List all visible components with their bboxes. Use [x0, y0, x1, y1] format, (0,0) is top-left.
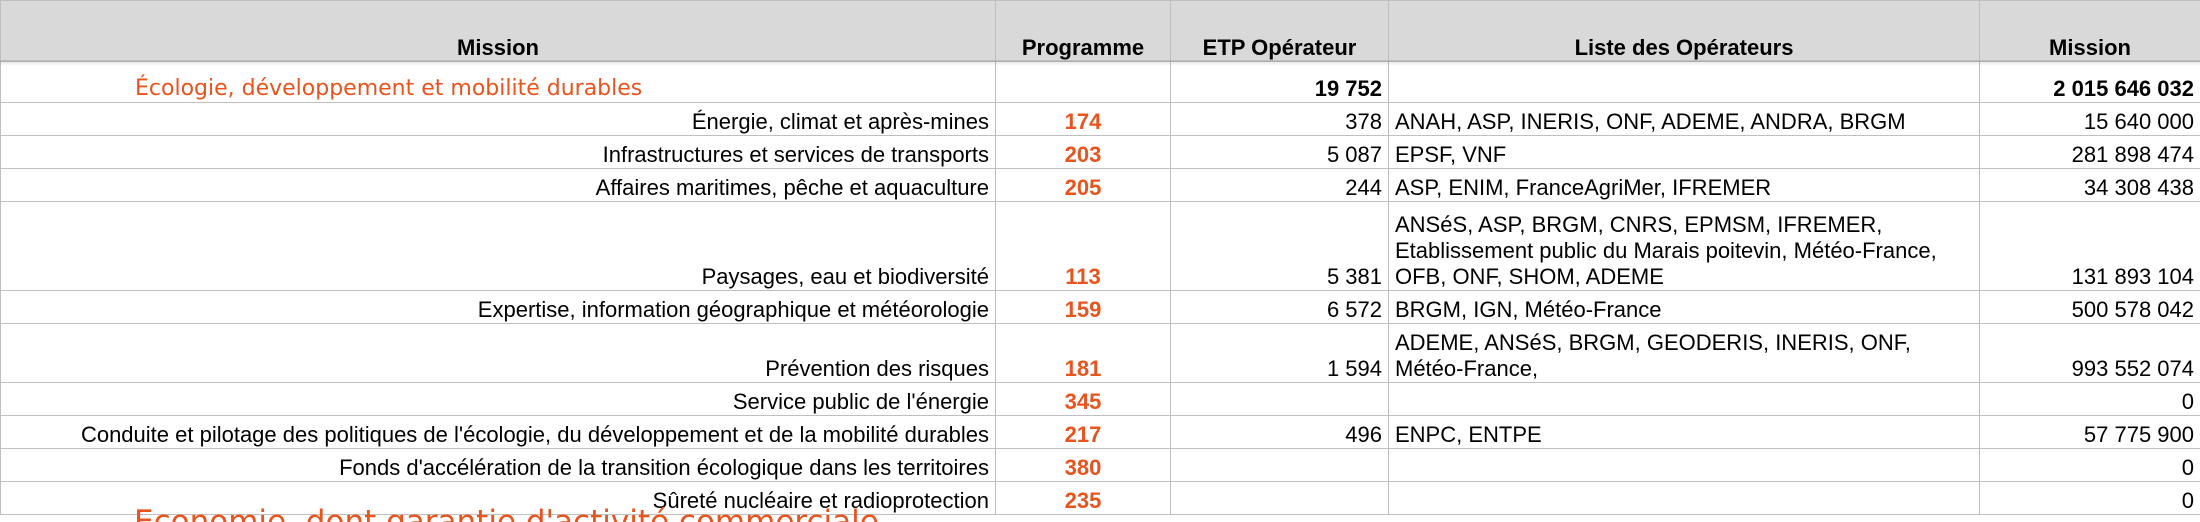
row-programme[interactable]: 203 — [995, 135, 1171, 169]
row-amount[interactable]: 34 308 438 — [1979, 168, 2200, 202]
row-label[interactable]: Expertise, information géographique et m… — [0, 290, 996, 324]
row-programme[interactable]: 174 — [995, 102, 1171, 136]
row-operators[interactable] — [1388, 382, 1980, 416]
section-ops-cell[interactable] — [1388, 61, 1980, 103]
table-row: Prévention des risques 181 1 594 ADEME, … — [0, 323, 2200, 383]
row-programme[interactable]: 217 — [995, 415, 1171, 449]
row-label[interactable]: Sûreté nucléaire et radioprotection — [0, 481, 996, 515]
section-programme-cell[interactable] — [995, 61, 1171, 103]
row-label[interactable]: Affaires maritimes, pêche et aquaculture — [0, 168, 996, 202]
row-etp[interactable] — [1170, 481, 1389, 515]
row-label[interactable]: Énergie, climat et après-mines — [0, 102, 996, 136]
row-operators[interactable]: BRGM, IGN, Météo-France — [1388, 290, 1980, 324]
header-liste[interactable]: Liste des Opérateurs — [1388, 0, 1980, 62]
row-programme[interactable]: 113 — [995, 201, 1171, 291]
row-etp[interactable] — [1170, 382, 1389, 416]
section-title[interactable]: Écologie, développement et mobilité dura… — [0, 61, 996, 103]
row-operators[interactable] — [1388, 481, 1980, 515]
row-operators[interactable]: ADEME, ANSéS, BRGM, GEODERIS, INERIS, ON… — [1388, 323, 1980, 383]
row-programme[interactable]: 235 — [995, 481, 1171, 515]
table-row: Service public de l'énergie 345 0 — [0, 382, 2200, 416]
row-etp[interactable]: 244 — [1170, 168, 1389, 202]
row-amount[interactable]: 0 — [1979, 481, 2200, 515]
row-etp[interactable]: 5 381 — [1170, 201, 1389, 291]
table-row: Énergie, climat et après-mines 174 378 A… — [0, 102, 2200, 136]
table-row: Infrastructures et services de transport… — [0, 135, 2200, 169]
row-amount[interactable]: 0 — [1979, 382, 2200, 416]
row-label[interactable]: Paysages, eau et biodiversité — [0, 201, 996, 291]
row-etp[interactable]: 6 572 — [1170, 290, 1389, 324]
section-etp-total[interactable]: 19 752 — [1170, 61, 1389, 103]
row-label[interactable]: Prévention des risques — [0, 323, 996, 383]
row-label[interactable]: Service public de l'énergie — [0, 382, 996, 416]
table-row: Expertise, information géographique et m… — [0, 290, 2200, 324]
row-operators[interactable] — [1388, 448, 1980, 482]
table-row: Conduite et pilotage des politiques de l… — [0, 415, 2200, 449]
header-row: Mission Programme ETP Opérateur Liste de… — [0, 0, 2200, 62]
row-etp[interactable]: 496 — [1170, 415, 1389, 449]
row-operators[interactable]: ANAH, ASP, INERIS, ONF, ADEME, ANDRA, BR… — [1388, 102, 1980, 136]
row-label[interactable]: Fonds d'accélération de la transition éc… — [0, 448, 996, 482]
row-programme[interactable]: 159 — [995, 290, 1171, 324]
row-etp[interactable]: 5 087 — [1170, 135, 1389, 169]
row-programme[interactable]: 205 — [995, 168, 1171, 202]
row-amount[interactable]: 57 775 900 — [1979, 415, 2200, 449]
section-title-row: Écologie, développement et mobilité dura… — [0, 61, 2200, 103]
header-etp[interactable]: ETP Opérateur — [1170, 0, 1389, 62]
section-amount-total[interactable]: 2 015 646 032 — [1979, 61, 2200, 103]
table-row: Paysages, eau et biodiversité 113 5 381 … — [0, 201, 2200, 291]
row-operators[interactable]: ENPC, ENTPE — [1388, 415, 1980, 449]
header-programme[interactable]: Programme — [995, 0, 1171, 62]
row-label[interactable]: Infrastructures et services de transport… — [0, 135, 996, 169]
header-mission-amount[interactable]: Mission — [1979, 0, 2200, 62]
row-label[interactable]: Conduite et pilotage des politiques de l… — [0, 415, 996, 449]
row-amount[interactable]: 281 898 474 — [1979, 135, 2200, 169]
header-mission[interactable]: Mission — [0, 0, 996, 62]
row-amount[interactable]: 131 893 104 — [1979, 201, 2200, 291]
row-amount[interactable]: 500 578 042 — [1979, 290, 2200, 324]
row-amount[interactable]: 15 640 000 — [1979, 102, 2200, 136]
row-operators[interactable]: ANSéS, ASP, BRGM, CNRS, EPMSM, IFREMER, … — [1388, 201, 1980, 291]
row-operators[interactable]: ASP, ENIM, FranceAgriMer, IFREMER — [1388, 168, 1980, 202]
row-etp[interactable] — [1170, 448, 1389, 482]
table-row: Fonds d'accélération de la transition éc… — [0, 448, 2200, 482]
row-programme[interactable]: 181 — [995, 323, 1171, 383]
row-etp[interactable]: 1 594 — [1170, 323, 1389, 383]
table-row: Sûreté nucléaire et radioprotection 235 … — [0, 481, 2200, 515]
row-etp[interactable]: 378 — [1170, 102, 1389, 136]
row-operators[interactable]: EPSF, VNF — [1388, 135, 1980, 169]
table-row: Affaires maritimes, pêche et aquaculture… — [0, 168, 2200, 202]
row-amount[interactable]: 0 — [1979, 448, 2200, 482]
next-section-title: Economie, dont garantie d'activité comme… — [134, 504, 879, 522]
row-programme[interactable]: 380 — [995, 448, 1171, 482]
row-amount[interactable]: 993 552 074 — [1979, 323, 2200, 383]
row-programme[interactable]: 345 — [995, 382, 1171, 416]
